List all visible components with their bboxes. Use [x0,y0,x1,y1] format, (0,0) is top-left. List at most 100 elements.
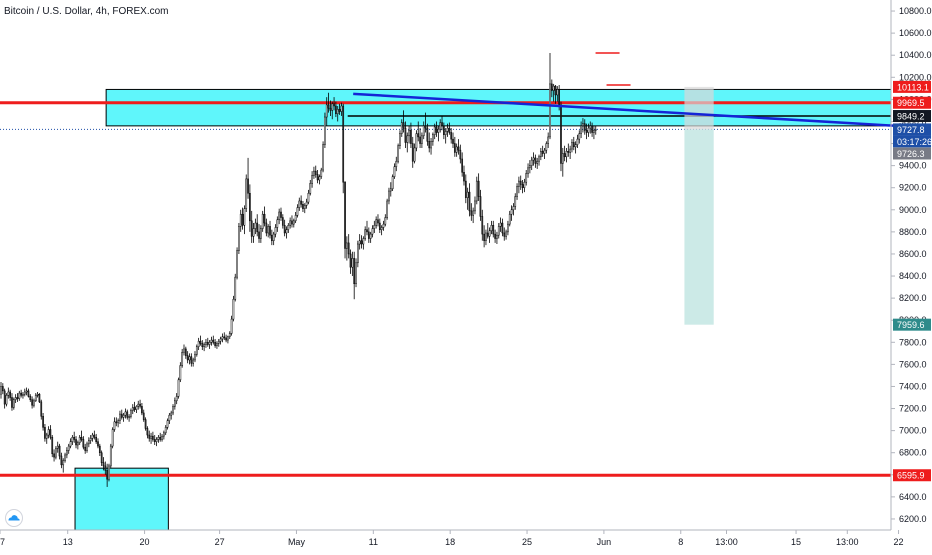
candle-body [311,175,313,184]
candle-body [309,183,312,194]
candle-body [93,434,96,438]
candle-body [357,243,359,264]
candle-body [560,104,562,164]
candle-body [527,167,529,174]
candle-body [98,445,101,453]
candle-body [146,428,149,436]
candle-body [329,107,332,111]
candle-body [448,127,451,133]
candle-body [272,233,275,241]
candle-body [183,348,185,353]
candle-body [475,180,478,202]
candle-body [120,413,123,418]
candle-body [55,448,57,458]
tradingview-cloud-icon[interactable] [5,509,23,527]
candle-body [195,346,198,355]
candle-body [486,232,489,237]
time-tick-label: 8 [678,537,683,547]
candle-body [432,134,434,142]
candle-body [435,126,438,133]
candle-body [518,180,520,187]
candle-body [130,410,132,417]
candle-body [164,427,167,434]
candle-body [302,204,304,209]
candle-body [503,232,506,237]
candle-body [417,133,420,138]
candle-body [371,228,374,235]
candle-body [188,356,191,361]
price-tag-box [893,96,931,109]
take-profit-box [684,129,714,325]
candle-body [133,407,136,410]
candle-body [126,411,129,418]
price-tick-label: 10200.0 [899,72,932,82]
candle-body [150,435,152,439]
candle-body [254,222,257,229]
candle-body [216,343,218,346]
candle-body [408,130,410,137]
candle-body [505,231,507,237]
candle-body [172,406,174,414]
candle-body [565,151,568,158]
candle-body [217,340,220,344]
time-tick-label: 27 [215,537,225,547]
candle-body [324,116,326,145]
candle-body [499,222,502,227]
candle-body [578,133,581,140]
price-tag-box [893,469,931,482]
candle-body [47,429,50,436]
candle-body [567,151,570,153]
candle-body [194,354,196,361]
price-tick-label: 6200.0 [899,514,927,524]
candle-body [106,470,108,480]
candle-body [388,190,390,202]
candle-body [351,258,354,268]
candle-body [430,141,432,149]
candle-body [227,336,229,341]
candle-body [33,400,35,406]
candle-body [208,342,211,345]
candle-body [300,200,302,205]
candle-body [437,128,440,133]
candle-body [91,434,94,439]
candle-body [100,452,103,463]
candle-body [135,406,138,410]
candle-body [157,437,160,440]
candle-body [86,443,88,451]
candle-body [410,130,412,144]
candle-body [591,125,593,133]
candle-body [42,416,44,428]
candle-body [336,109,339,114]
candle-body [9,391,12,398]
candle-body [338,109,341,112]
candle-body [20,392,22,396]
candle-body [205,342,207,345]
candle-body [497,226,500,236]
candle-body [479,196,482,217]
candle-body [433,126,436,135]
candle-body [115,421,118,424]
candle-body [325,104,328,118]
price-tick-label: 8200.0 [899,293,927,303]
candle-body [552,85,555,91]
candle-body [389,188,392,192]
candle-body [316,174,319,181]
candle-body [5,395,8,405]
candle-body [97,441,99,447]
candle-body [483,233,485,241]
candle-body [305,201,308,206]
price-tick-label: 7800.0 [899,337,927,347]
candle-body [514,196,517,207]
time-tick-label: 13 [63,537,73,547]
candle-body [161,435,163,440]
candle-body [292,220,295,225]
price-tag-label: 9726.3 [897,149,925,159]
candle-body [212,339,215,343]
candle-body [378,222,381,230]
time-axis[interactable]: 7 13 20 27 May 11 18 25 Jun 8 13:00 15 13:00 22 [0,530,904,547]
candle-body [283,225,286,234]
candle-body [166,420,169,428]
